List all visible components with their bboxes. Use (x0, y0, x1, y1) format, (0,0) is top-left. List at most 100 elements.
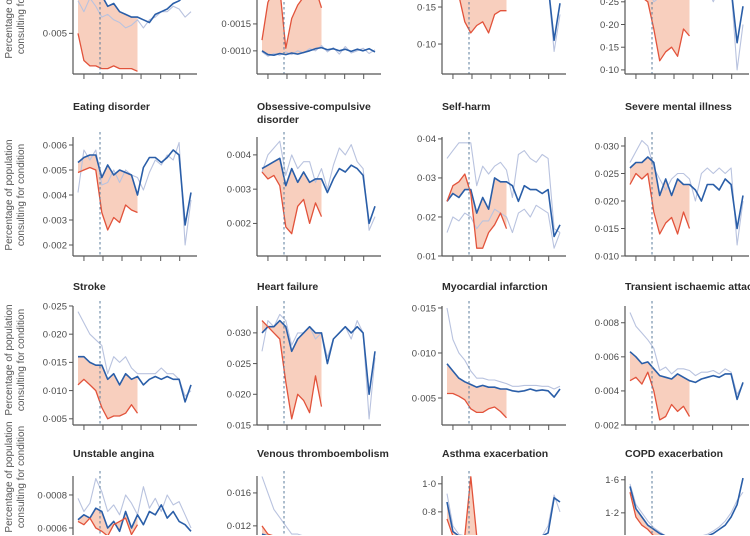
y-tick-label: 0·020 (595, 196, 619, 207)
previous-year-line (77, 311, 192, 397)
y-tick-label: 0·002 (595, 420, 619, 431)
previous-year-line (446, 204, 561, 249)
y-tick-label: 0·010 (595, 251, 619, 262)
y-tick-label: 0·15 (417, 2, 436, 13)
shortfall-area (459, 0, 507, 33)
lower-bound-line (629, 172, 691, 235)
y-tick-label: 0·0008 (37, 490, 67, 501)
plot-area (446, 476, 561, 535)
y-axis-label-line: Percentage of population (4, 304, 15, 415)
shortfall-area (262, 320, 322, 419)
panel-unstable-angina: Unstable angina 0·0008 0·0006 (37, 448, 192, 535)
lower-bound-line (446, 173, 508, 249)
y-tick-label: 0·02 (417, 212, 436, 223)
shortfall-area (630, 486, 664, 535)
panel-title: Asthma exacerbation (442, 448, 548, 460)
shortfall-area (78, 0, 138, 72)
y-tick-label: 0·003 (43, 215, 67, 226)
y-tick-label: 0·20 (600, 20, 619, 31)
lower-bound-line (446, 476, 478, 535)
y-axis-label-line: consulting for condition (16, 0, 27, 54)
previous-year-line (446, 142, 561, 234)
panel-1: 0·0015 0·0010 (221, 0, 381, 79)
y-tick-label: 0·002 (227, 219, 251, 230)
observed-line (629, 477, 744, 535)
y-tick-label: 0·020 (43, 329, 67, 340)
y-axis-label: Percentage of population consulting for c… (4, 139, 27, 250)
shortfall-area (78, 155, 138, 230)
shortfall-area (645, 0, 690, 61)
panel-copd-exacerbation: COPD exacerbation 1·6 1·2 (605, 448, 744, 535)
y-tick-label: 0·010 (43, 386, 67, 397)
panel-self-harm: Self-harm 0·04 0·03 0·02 0·01 (417, 101, 566, 262)
observed-line (261, 319, 376, 396)
y-axis-label-line: Percentage of population (4, 421, 15, 532)
y-tick-label: 0·025 (227, 359, 251, 370)
observed-line (446, 363, 561, 398)
y-axis-label-line: consulting for condition (16, 309, 27, 411)
y-tick-label: 0·016 (227, 488, 251, 499)
y-tick-label: 0·003 (227, 184, 251, 195)
y-tick-label: 1·2 (605, 508, 619, 519)
plot-area (629, 139, 744, 246)
y-axis-label-line: consulting for condition (16, 426, 27, 528)
panel-asthma-exacerbation: Asthma exacerbation 1·0 0·8 (422, 448, 561, 535)
plot-area (629, 477, 744, 535)
y-tick-label: 0·030 (595, 141, 619, 152)
observed-line (77, 149, 192, 226)
previous-year-line (446, 493, 561, 535)
plot-area (446, 142, 561, 249)
previous-year-line (446, 307, 561, 390)
observed-line (78, 355, 192, 403)
lower-bound-line (77, 378, 139, 420)
y-tick-label: 0·004 (595, 386, 619, 397)
lower-bound-line (77, 166, 138, 231)
lower-bound-line (261, 171, 323, 235)
lower-bound-line (629, 492, 654, 535)
shortfall-area (630, 351, 690, 420)
y-tick-label: 0·002 (43, 240, 67, 251)
y-tick-label: 0·01 (417, 251, 436, 262)
y-tick-label: 0·0010 (221, 46, 251, 57)
panel-title: Unstable angina (73, 448, 154, 460)
y-tick-label: 0·025 (43, 301, 67, 312)
panel-title: Transient ischaemic attack (625, 281, 750, 293)
shortfall-area (78, 508, 138, 535)
observed-line (77, 504, 192, 533)
panel-title: COPD exacerbation (625, 448, 723, 460)
lower-bound-line (447, 392, 507, 419)
previous-year-line (77, 0, 192, 29)
y-tick-label: 1·0 (422, 479, 436, 490)
y-tick-label: 0·005 (43, 165, 67, 176)
shortfall-area (447, 363, 507, 418)
y-tick-label: 0·10 (417, 39, 436, 50)
y-tick-label: 0·015 (412, 303, 436, 314)
panel-title: Severe mental illness (625, 101, 732, 113)
lower-bound-line (629, 371, 691, 421)
y-tick-label: 0·005 (43, 29, 67, 40)
y-tick-label: 0·012 (227, 521, 251, 532)
observed-line (446, 496, 561, 535)
y-tick-label: 0·015 (595, 224, 619, 235)
plot-area (261, 476, 303, 535)
previous-year-line (77, 477, 192, 529)
y-tick-label: 0·008 (595, 318, 619, 329)
panel-title: Eating disorder (73, 101, 150, 113)
panel-3: 0·25 0·20 0·15 0·10 (600, 0, 749, 79)
panel-title-line2: disorder (257, 114, 299, 126)
panel-eating-disorder: Eating disorder 0·006 0·005 0·004 0·003 0·002 (43, 101, 197, 261)
y-axis-label: Percentage of population consulting for c… (4, 0, 27, 59)
y-tick-label: 0·15 (600, 43, 619, 54)
y-axis-label-line: Percentage of population (4, 0, 15, 59)
panel-venous-thromboembolism: Venous thromboembolism 0·016 0·012 (227, 448, 389, 535)
plot-area (77, 477, 192, 535)
previous-year-line (261, 476, 303, 535)
observed-line (103, 0, 182, 24)
y-tick-label: 0·8 (422, 507, 436, 518)
y-tick-label: 0·015 (43, 358, 67, 369)
panel-title: Self-harm (442, 101, 490, 113)
panel-title: Stroke (73, 281, 106, 293)
y-tick-label: 0·010 (412, 348, 436, 359)
